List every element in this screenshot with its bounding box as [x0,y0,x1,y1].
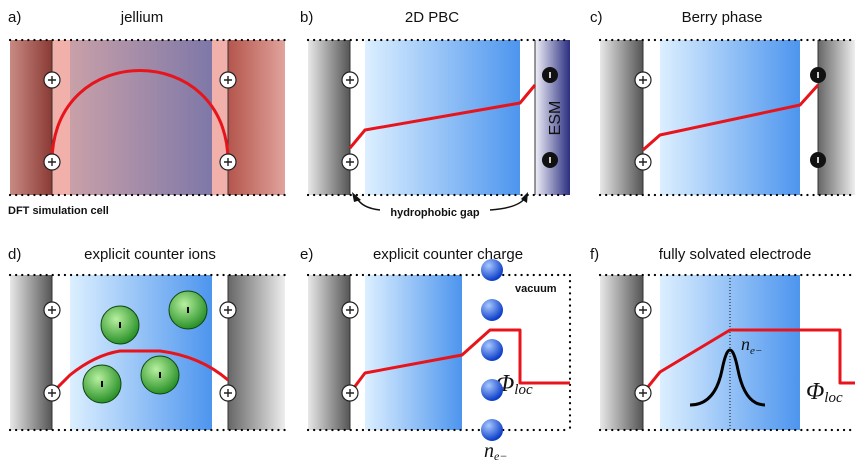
water [365,275,462,430]
caption: DFT simulation cell [8,205,109,217]
panel-letter: c) [590,9,603,26]
electrode [600,40,643,195]
symbol: n [741,334,750,354]
panel-d: d) explicit counter ions [8,246,285,430]
vacuum-label: vacuum [515,283,557,295]
counter-charge [481,299,503,321]
density-label: ne− [484,440,507,463]
electrode [818,40,855,195]
counter-charge [481,339,503,361]
symbol: Φ [806,379,824,405]
esm-label: ESM [547,101,564,136]
arrow [490,198,525,210]
page: {"panels": [ {"letter": "a)", "title": "… [0,0,860,465]
counter-charge [481,259,503,281]
jellium [70,40,212,195]
panel-title: Berry phase [682,9,763,26]
subscript: e− [494,449,507,463]
subscript: e− [750,345,762,357]
electrode [228,40,285,195]
panel-letter: e) [300,246,313,263]
electrode [228,275,285,430]
counter-charge [481,419,503,441]
panel-title: 2D PBC [405,9,459,26]
potential-label: Φloc [806,379,843,407]
figure: a) jellium DFT simulation cell b) 2D PBC… [0,0,860,465]
water [660,40,800,195]
panel-letter: d) [8,246,21,263]
panel-letter: f) [590,246,599,263]
panel-b: b) 2D PBC ESM hydrophobic gap [300,9,570,219]
counter-charge [481,379,503,401]
panel-letter: a) [8,9,21,26]
symbol: n [484,440,494,462]
panel-a: a) jellium DFT simulation cell [8,9,285,217]
electrode [308,275,350,430]
electrode [10,40,52,195]
gap-label: hydrophobic gap [390,207,480,219]
subscript: loc [824,390,843,406]
panel-title: jellium [120,9,164,26]
panel-letter: b) [300,9,313,26]
electrode [308,40,350,195]
subscript: loc [514,382,533,398]
electrode [600,275,643,430]
panel-e: e) explicit counter charge vacuum Φloc n… [300,246,570,463]
water [660,275,800,430]
panel-title: fully solvated electrode [659,246,812,263]
panel-title: explicit counter ions [84,246,216,263]
panel-title: explicit counter charge [373,246,523,263]
electrode [10,275,52,430]
arrowhead [352,192,361,202]
panel-f: f) fully solvated electrode ne− Φloc [590,246,855,430]
